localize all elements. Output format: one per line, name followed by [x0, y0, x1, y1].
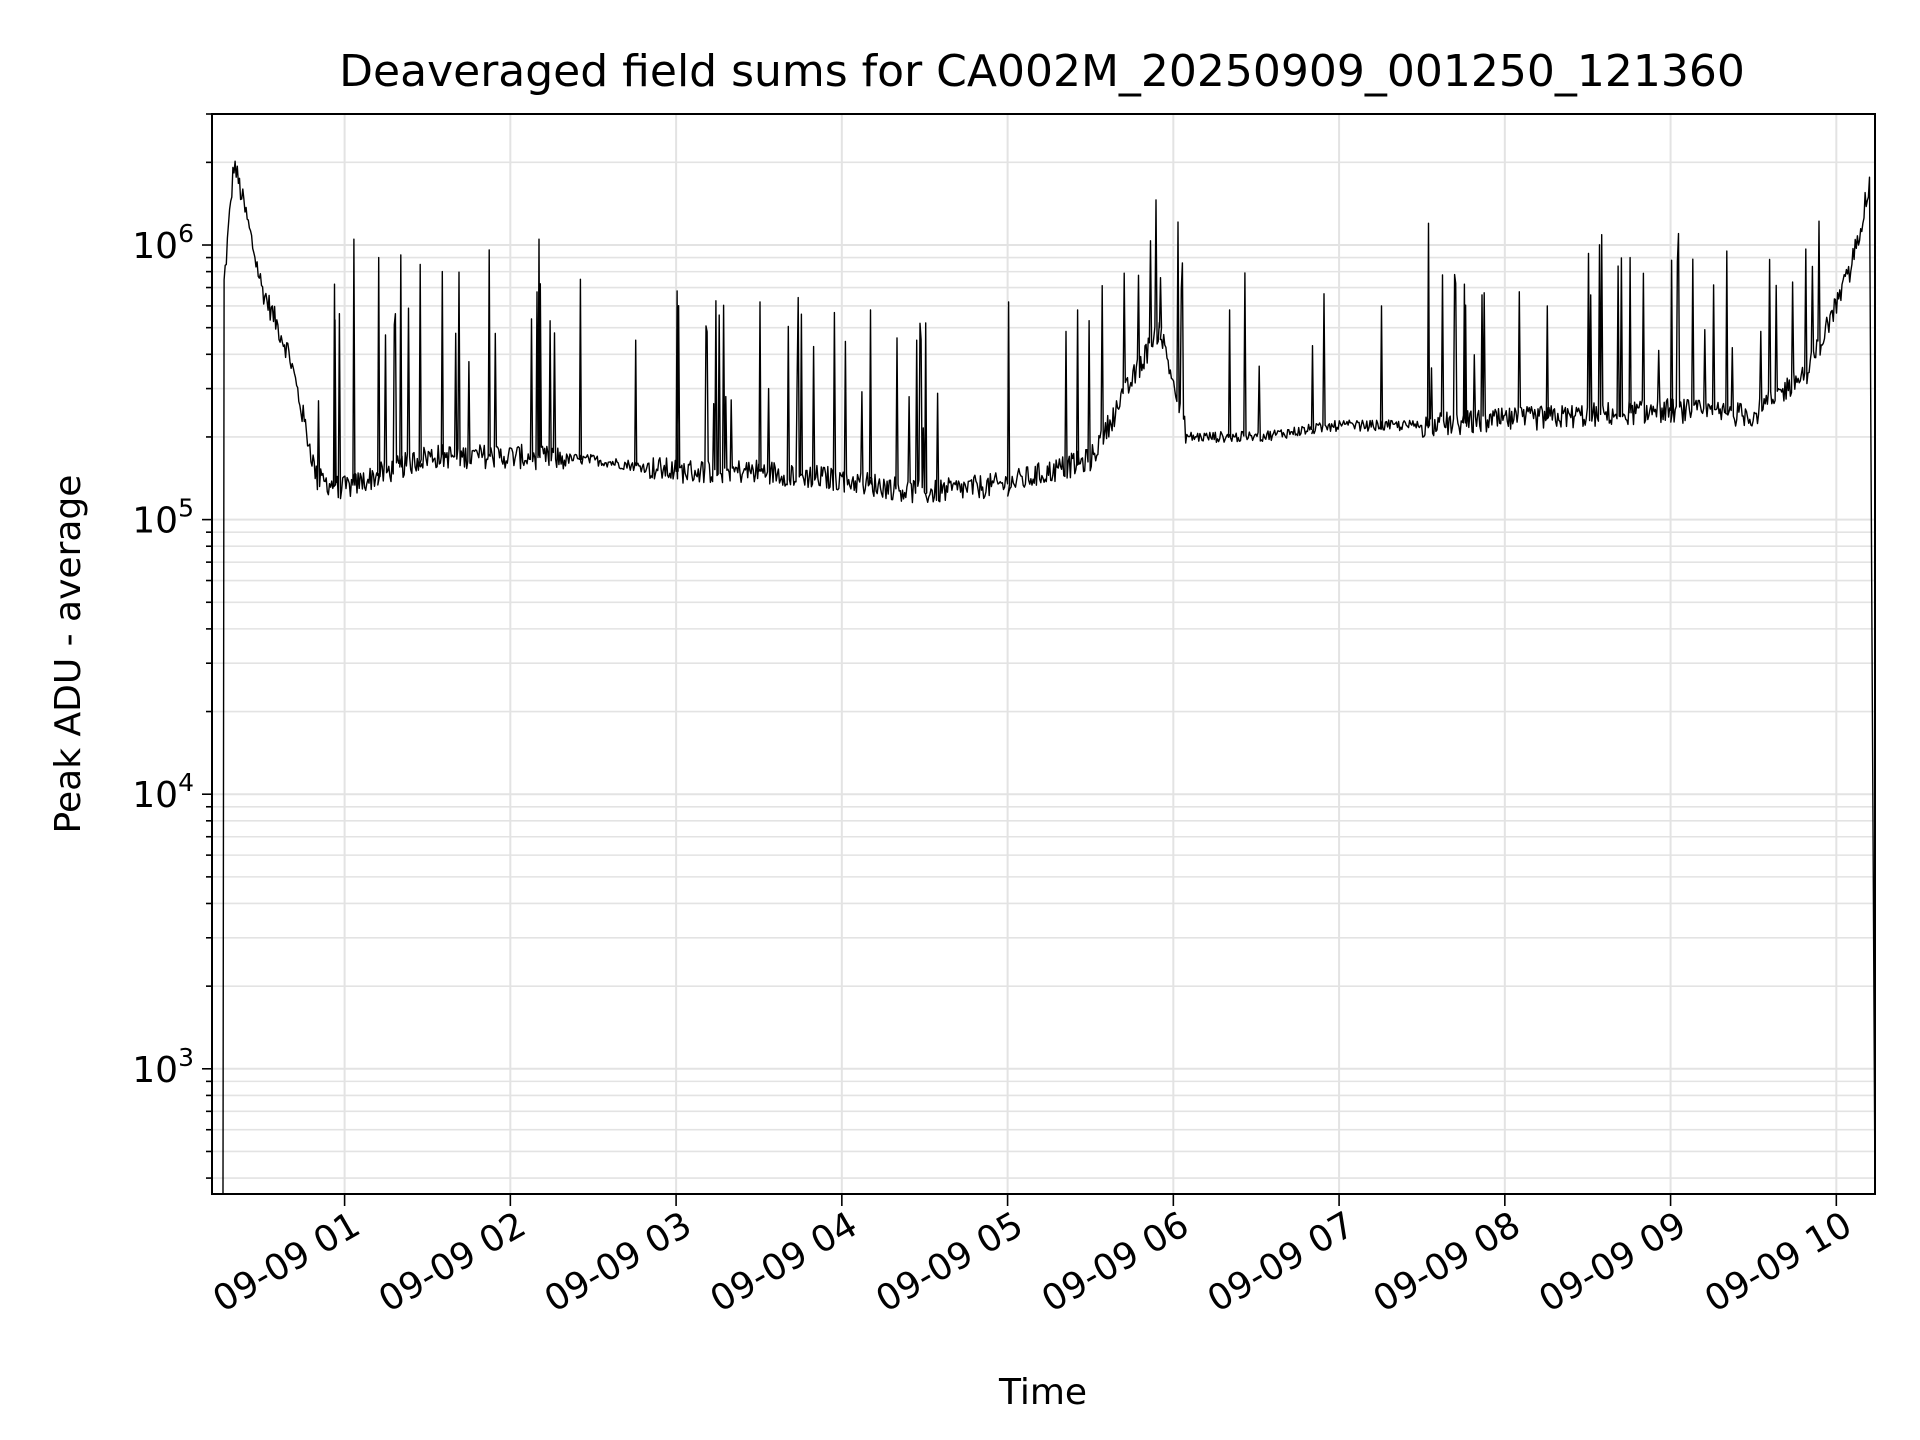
- series-line: [222, 160, 1875, 1194]
- y-tick-label: 103: [132, 1043, 194, 1091]
- y-tick-label: 106: [132, 219, 194, 267]
- y-axis-label: Peak ADU - average: [48, 475, 89, 834]
- chart-title: Deaveraged field sums for CA002M_2025090…: [339, 46, 1745, 97]
- y-axis: 103 104 105 106: [132, 113, 212, 1179]
- y-tick-label: 104: [132, 768, 194, 816]
- plot-area: [222, 160, 1875, 1194]
- plot-frame: [211, 113, 1876, 1195]
- grid-lines: [212, 113, 1875, 1194]
- y-tick-label: 105: [132, 494, 194, 542]
- x-axis-label: Time: [998, 1372, 1087, 1413]
